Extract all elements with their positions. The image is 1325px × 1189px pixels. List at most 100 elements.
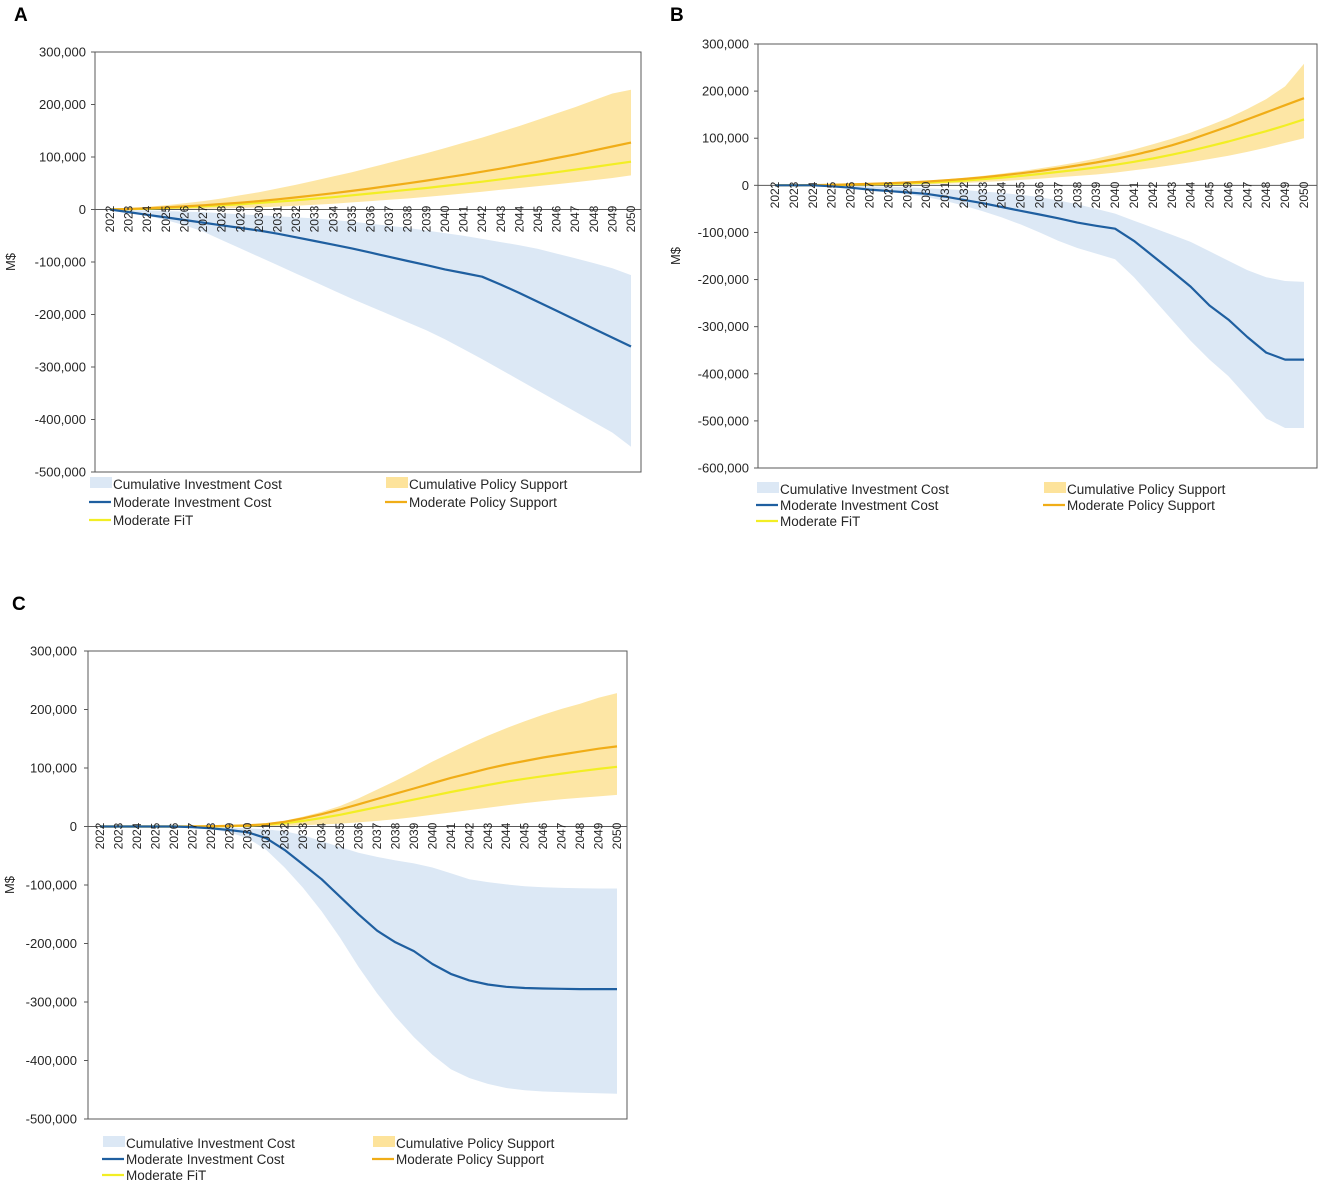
legend-label: Cumulative Investment Cost <box>113 477 282 492</box>
legend-item-line-policy: Moderate Policy Support <box>372 1152 544 1167</box>
x-tick-label: 2046 <box>1221 181 1235 208</box>
y-tick-label: -100,000 <box>35 255 86 270</box>
x-tick-label: 2044 <box>1184 181 1198 208</box>
y-tick-label: -200,000 <box>35 307 86 322</box>
band-investment-cost <box>775 185 1304 428</box>
panel-label: C <box>12 594 26 615</box>
y-tick-label: 0 <box>70 819 77 834</box>
x-tick-label: 2050 <box>624 205 638 232</box>
y-tick-label: -600,000 <box>698 461 749 476</box>
legend-label: Moderate Policy Support <box>409 495 557 510</box>
series-line-moderate-policy-support <box>109 141 632 211</box>
y-tick-label: 0 <box>79 202 86 217</box>
x-tick-label: 2035 <box>345 205 359 232</box>
y-tick-label: -500,000 <box>26 1112 77 1127</box>
x-tick-label: 2048 <box>1259 181 1273 208</box>
x-tick-label: 2034 <box>326 205 340 232</box>
legend-label: Moderate Investment Cost <box>780 498 939 513</box>
legend-item-line-fit: Moderate FiT <box>756 514 860 529</box>
y-tick-label: 100,000 <box>39 150 86 165</box>
x-tick-label: 2047 <box>1240 181 1254 208</box>
y-tick-label: -400,000 <box>35 412 86 427</box>
x-tick-label: 2047 <box>568 205 582 232</box>
y-tick-label: 200,000 <box>702 84 749 99</box>
x-tick-label: 2036 <box>364 205 378 232</box>
x-tick-label: 2027 <box>196 205 210 232</box>
x-tick-label: 2029 <box>233 205 247 232</box>
x-tick-label: 2040 <box>438 205 452 232</box>
x-tick-label: 2025 <box>159 205 173 232</box>
y-tick-label: 300,000 <box>30 644 77 659</box>
x-tick-label: 2042 <box>475 205 489 232</box>
x-tick-label: 2039 <box>419 205 433 232</box>
x-tick-label: 2028 <box>881 181 895 208</box>
x-tick-label: 2041 <box>457 205 471 232</box>
legend-item-line-invest: Moderate Investment Cost <box>756 498 939 513</box>
legend-swatch <box>1044 482 1066 493</box>
legend-item-band-policy: Cumulative Policy Support <box>386 477 568 492</box>
x-tick-label: 2028 <box>215 205 229 232</box>
x-tick-label: 2030 <box>252 205 266 232</box>
chart-panel-c: C 300,000 200,000 100,000 0 -100,000 -200,000 -… <box>2 594 628 1183</box>
y-tick-label: -300,000 <box>35 360 86 375</box>
x-tick-label: 2040 <box>1108 181 1122 208</box>
x-tick-label: 2033 <box>976 181 990 208</box>
legend-item-line-policy: Moderate Policy Support <box>385 495 557 510</box>
legend-label: Cumulative Policy Support <box>1067 482 1226 497</box>
x-tick-label: 2022 <box>93 822 107 849</box>
y-tick-label: -400,000 <box>698 366 749 381</box>
x-tick-label: 2023 <box>787 181 801 208</box>
band-investment-cost <box>110 209 631 447</box>
x-tick-label: 2034 <box>315 822 329 849</box>
y-tick-label: 200,000 <box>39 97 86 112</box>
x-tick-label: 2025 <box>825 181 839 208</box>
series-line-moderate-investment-cost <box>109 208 632 348</box>
legend-item-line-invest: Moderate Investment Cost <box>102 1152 285 1167</box>
y-tick-label: 300,000 <box>39 45 86 60</box>
plot-area <box>757 43 1318 469</box>
x-tick-label: 2033 <box>308 205 322 232</box>
legend-label: Moderate Policy Support <box>396 1152 544 1167</box>
x-tick-label: 2045 <box>1203 181 1217 208</box>
x-tick-label: 2029 <box>900 181 914 208</box>
x-tick-label: 2035 <box>333 822 347 849</box>
x-tick-label: 2048 <box>573 822 587 849</box>
x-tick-label: 2044 <box>512 205 526 232</box>
legend-item-line-fit: Moderate FiT <box>89 513 193 528</box>
x-tick-label: 2042 <box>462 822 476 849</box>
x-tick-label: 2047 <box>555 822 569 849</box>
legend-label: Moderate FiT <box>780 514 860 529</box>
x-tick-label: 2037 <box>370 822 384 849</box>
x-tick-label: 2049 <box>1278 181 1292 208</box>
legend-item-line-policy: Moderate Policy Support <box>1043 498 1215 513</box>
y-tick-label: -200,000 <box>26 936 77 951</box>
y-tick-label: 300,000 <box>702 37 749 52</box>
x-tick-label: 2038 <box>1070 181 1084 208</box>
band-policy-support <box>100 693 617 827</box>
x-tick-label: 2038 <box>388 822 402 849</box>
x-tick-label: 2024 <box>130 822 144 849</box>
x-tick-label: 2032 <box>957 181 971 208</box>
legend-item-band-invest: Cumulative Investment Cost <box>757 482 949 497</box>
x-tick-label: 2036 <box>352 822 366 849</box>
legend-swatch <box>373 1136 395 1147</box>
x-tick-label: 2041 <box>1127 181 1141 208</box>
legend-label: Cumulative Policy Support <box>409 477 568 492</box>
x-tick-label: 2041 <box>444 822 458 849</box>
y-tick-label: -500,000 <box>35 465 86 480</box>
legend-swatch <box>90 477 112 488</box>
x-tick-label: 2026 <box>844 181 858 208</box>
x-tick-label: 2028 <box>204 822 218 849</box>
x-tick-label: 2045 <box>531 205 545 232</box>
x-tick-label: 2030 <box>919 181 933 208</box>
x-tick-label: 2031 <box>270 205 284 232</box>
x-tick-label: 2050 <box>1297 181 1311 208</box>
y-tick-label: 0 <box>742 178 749 193</box>
legend-label: Moderate Investment Cost <box>126 1152 285 1167</box>
panel-label: A <box>14 5 28 26</box>
x-tick-label: 2039 <box>1089 181 1103 208</box>
chart-panel-b: B 300,000 200,000 100,000 0 -100,000 -200,000 -… <box>668 5 1318 529</box>
y-axis-title: M$ <box>668 246 683 265</box>
x-tick-label: 2027 <box>862 181 876 208</box>
